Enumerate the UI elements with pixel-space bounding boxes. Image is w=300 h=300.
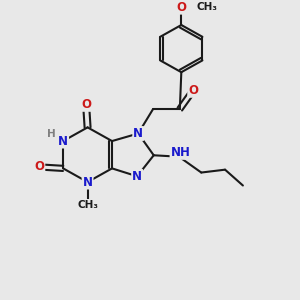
Text: O: O	[176, 1, 186, 14]
Text: H: H	[47, 129, 56, 139]
Text: O: O	[34, 160, 44, 173]
Text: O: O	[188, 84, 198, 97]
Text: CH₃: CH₃	[196, 2, 217, 12]
Text: N: N	[132, 170, 142, 183]
Text: N: N	[133, 127, 143, 140]
Text: N: N	[58, 135, 68, 148]
Text: O: O	[81, 98, 91, 111]
Text: CH₃: CH₃	[77, 200, 98, 209]
Text: N: N	[82, 176, 93, 189]
Text: NH: NH	[170, 146, 190, 159]
